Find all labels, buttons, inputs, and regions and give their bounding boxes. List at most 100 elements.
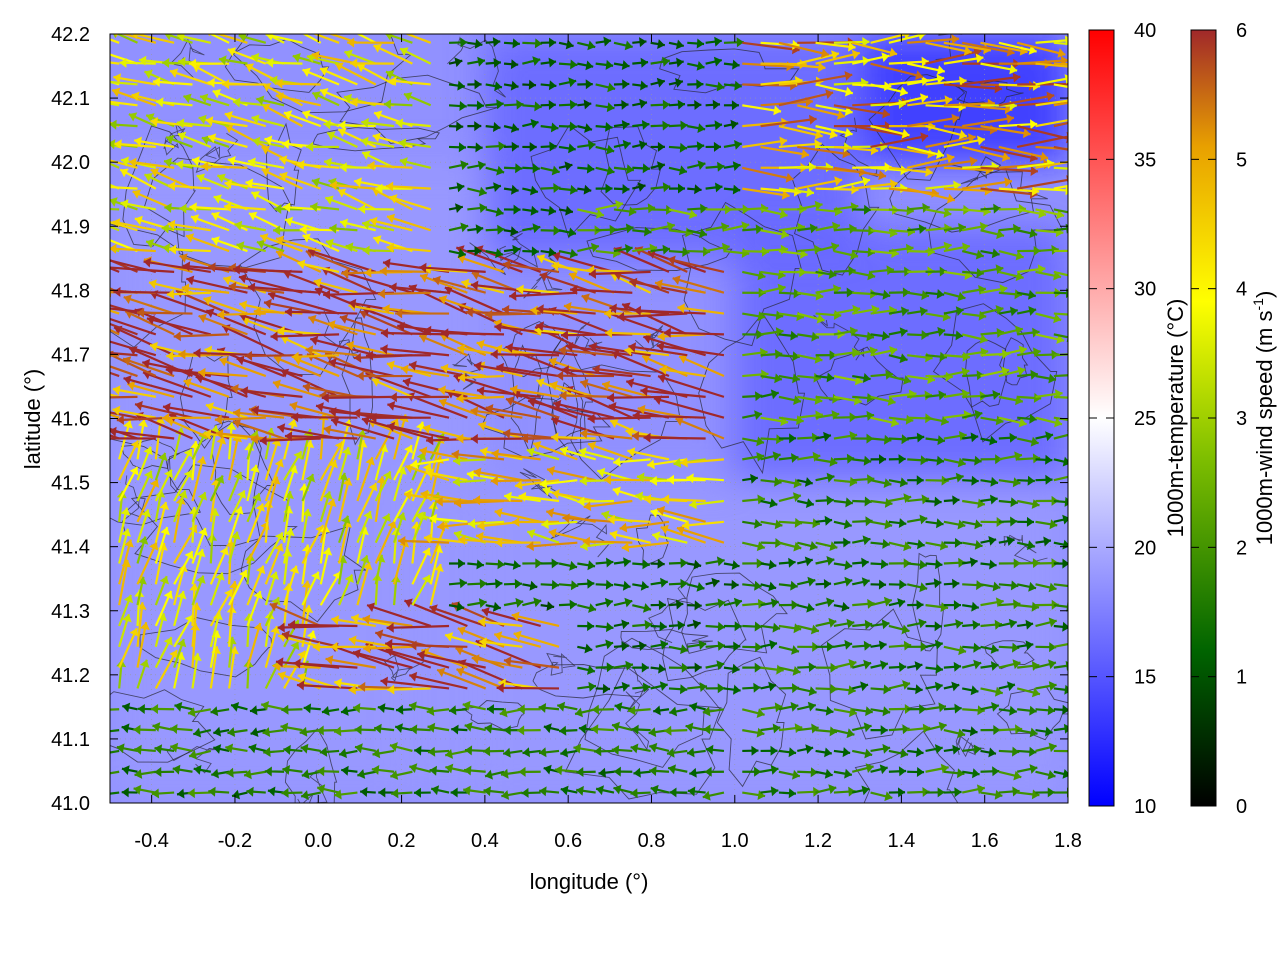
wind-vector xyxy=(870,579,887,590)
wind-vector xyxy=(209,546,229,585)
wind-vector xyxy=(702,706,725,717)
wind-vector-head xyxy=(772,622,781,633)
wind-vector-head xyxy=(486,704,494,715)
wind-vector-shaft xyxy=(246,565,265,606)
wind-vector xyxy=(596,467,633,482)
wind-vector xyxy=(925,681,943,692)
wind-vector-head xyxy=(363,511,373,520)
wind-vector xyxy=(650,681,668,691)
wind-vector xyxy=(576,785,596,796)
wind-vector xyxy=(1053,514,1068,525)
wind-vector xyxy=(998,497,1019,508)
wind-vector-head xyxy=(812,518,820,529)
wind-vector-head xyxy=(352,649,361,659)
wind-vector-head xyxy=(512,560,521,570)
wind-vector xyxy=(390,770,413,780)
wind-vector xyxy=(815,597,835,608)
wind-vector xyxy=(319,746,340,757)
wind-vector-head xyxy=(270,626,280,635)
wind-vector xyxy=(1053,643,1068,648)
wind-vector xyxy=(796,602,815,613)
wind-vector-head xyxy=(282,765,290,775)
wind-vector-head xyxy=(696,582,705,592)
wind-vector-head xyxy=(237,490,246,499)
wind-vector xyxy=(577,603,597,613)
wind-vector xyxy=(391,788,413,799)
wind-vector xyxy=(925,663,944,674)
wind-vector xyxy=(118,507,131,543)
wind-vector xyxy=(411,547,431,585)
wind-vector xyxy=(686,473,725,484)
wind-vector-head xyxy=(864,748,873,759)
wind-vector-head xyxy=(630,788,638,799)
wind-vector xyxy=(540,601,555,611)
wind-vector xyxy=(925,639,943,650)
wind-vector xyxy=(1017,661,1040,671)
wind-vector xyxy=(852,619,873,630)
wind-vector xyxy=(366,602,432,628)
wind-vector xyxy=(998,659,1021,670)
wind-vector-head xyxy=(865,516,873,527)
wind-vector-head xyxy=(312,642,320,652)
wind-vector-head xyxy=(471,654,480,665)
wind-vector xyxy=(961,685,979,696)
terrain-contour xyxy=(928,167,1064,284)
wind-vector xyxy=(797,556,813,567)
wind-vector xyxy=(319,498,337,543)
wind-vector-head xyxy=(829,541,838,551)
wind-vector-head xyxy=(100,748,108,758)
wind-vector xyxy=(870,640,887,651)
wind-vector-head xyxy=(808,686,817,696)
wind-vector xyxy=(705,744,725,755)
wind-vector xyxy=(870,791,893,802)
wind-vector xyxy=(539,478,578,489)
wind-vector-head xyxy=(607,514,615,525)
wind-vector xyxy=(851,763,874,773)
wind-vector-shaft xyxy=(264,625,279,668)
wind-vector-head xyxy=(543,764,552,775)
wind-vector-head xyxy=(754,621,762,632)
wind-vector xyxy=(778,683,800,694)
wind-vector-head xyxy=(918,618,927,629)
wind-vector xyxy=(778,666,801,676)
wind-vector-shaft xyxy=(496,686,560,690)
wind-vector-shaft xyxy=(246,503,264,544)
wind-vector xyxy=(358,681,413,692)
wind-vector xyxy=(374,513,391,544)
wind-vector-head xyxy=(770,786,779,797)
wind-vector-head xyxy=(769,498,778,508)
wind-vector-head xyxy=(677,620,685,631)
wind-vector xyxy=(1035,659,1057,670)
wind-vector-head xyxy=(844,768,852,779)
wind-vector-shaft xyxy=(374,520,396,564)
wind-vector xyxy=(228,489,246,523)
wind-vector xyxy=(193,727,212,738)
wind-vector-head xyxy=(342,478,353,486)
wind-vector xyxy=(613,766,633,777)
wind-vector-head xyxy=(269,571,279,580)
wind-vector-head xyxy=(458,534,466,545)
wind-vector xyxy=(704,766,724,777)
wind-vector-head xyxy=(183,470,193,479)
wind-vector-head xyxy=(680,644,688,655)
wind-vector xyxy=(378,787,395,798)
wind-vector-head xyxy=(164,469,173,479)
wind-vector xyxy=(943,787,962,798)
wind-vector-head xyxy=(794,723,803,734)
wind-vector xyxy=(338,477,353,523)
wind-vector xyxy=(815,515,833,526)
wind-vector-head xyxy=(1031,789,1040,800)
wind-vector-head xyxy=(770,745,778,756)
wind-vector xyxy=(888,787,906,798)
wind-vector xyxy=(888,748,909,759)
wind-vector xyxy=(246,786,266,797)
wind-vector xyxy=(133,724,156,735)
wind-vector xyxy=(513,630,560,648)
wind-vector-shaft xyxy=(429,605,487,628)
wind-vector-head xyxy=(434,564,444,572)
wind-vector xyxy=(852,474,875,485)
wind-vector xyxy=(455,646,505,669)
wind-vector xyxy=(998,580,1019,591)
wind-vector-head xyxy=(501,790,510,800)
wind-vector-head xyxy=(150,479,160,488)
